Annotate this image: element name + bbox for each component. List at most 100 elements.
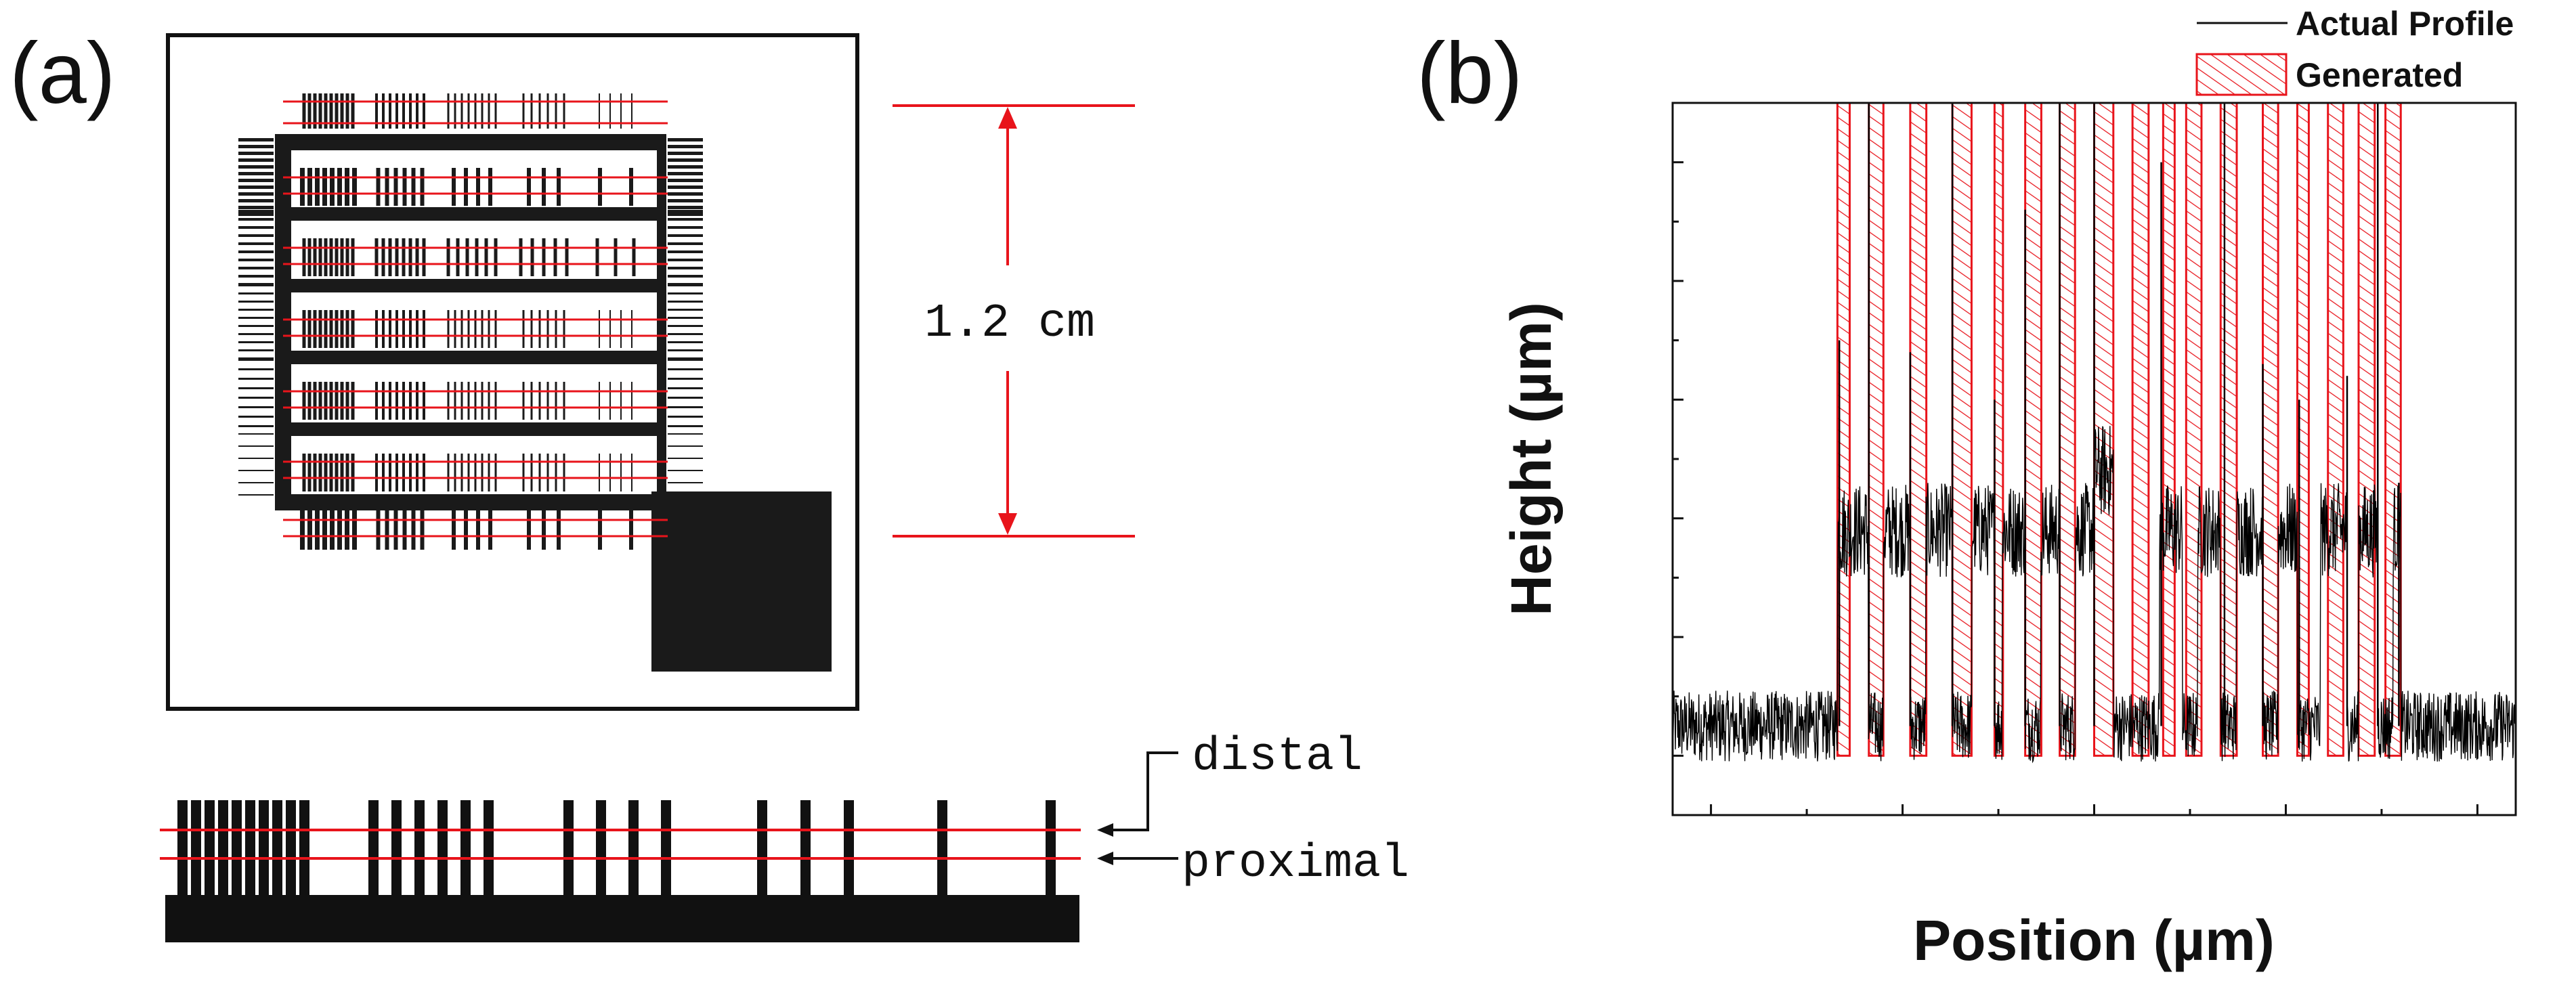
top-pattern-finger	[538, 93, 541, 129]
side-comb-finger-right	[668, 357, 703, 359]
top-pattern-finger	[382, 93, 385, 129]
bottom-comb-finger	[337, 510, 342, 550]
row-pattern-finger	[423, 454, 425, 491]
row-pattern-finger	[315, 168, 320, 206]
generated-bar	[1909, 103, 1928, 757]
row-pattern-finger	[467, 454, 470, 491]
row-pattern-finger	[324, 310, 328, 348]
generated-bar	[2219, 103, 2238, 757]
row-pattern-finger	[393, 168, 398, 206]
detail-finger	[460, 800, 471, 896]
bottom-comb-finger	[464, 510, 468, 550]
row-pattern-finger	[494, 238, 498, 276]
detail-finger	[259, 800, 269, 896]
side-comb-finger-left	[238, 458, 274, 459]
side-comb-finger-left	[238, 378, 274, 380]
top-pattern-finger	[555, 93, 557, 129]
row-pattern-finger	[352, 168, 357, 206]
bottom-comb-finger	[300, 510, 305, 550]
row-pattern-finger	[488, 382, 490, 420]
detail-finger	[661, 800, 671, 896]
row-pattern-finger	[329, 382, 333, 420]
row-pattern-finger	[631, 310, 632, 348]
detail-finger	[218, 800, 228, 896]
side-comb-finger-right	[668, 416, 703, 418]
row-pattern-finger	[335, 310, 339, 348]
side-comb-finger-left	[238, 234, 274, 237]
row-pattern-finger	[307, 382, 312, 420]
row-pattern-finger	[557, 168, 561, 206]
row-pattern-finger	[300, 168, 305, 206]
bottom-comb-finger	[542, 510, 546, 550]
row-pattern-finger	[609, 454, 611, 491]
row-pattern-finger	[318, 238, 322, 276]
row-pattern-finger	[481, 454, 484, 491]
top-pattern-finger	[447, 93, 450, 129]
row-pattern-finger	[530, 454, 533, 491]
top-pattern-finger	[620, 93, 622, 129]
row-pattern-finger	[335, 238, 339, 276]
top-pattern-finger	[467, 93, 470, 129]
side-comb-finger-left	[238, 368, 274, 370]
side-combs	[238, 138, 703, 496]
top-pattern-finger	[609, 93, 611, 129]
distal-callout: distal	[1097, 730, 1362, 837]
bottom-comb-finger	[385, 510, 389, 550]
detail-base	[165, 895, 1079, 942]
top-pattern-finger	[454, 93, 456, 129]
row-pattern-finger	[474, 382, 477, 420]
row-pattern-finger	[389, 454, 391, 491]
side-comb-finger-right	[668, 368, 703, 370]
row-pattern-finger	[402, 382, 405, 420]
side-comb-finger-right	[668, 259, 703, 261]
row-pattern-finger	[337, 168, 342, 206]
row-pattern-finger	[538, 454, 541, 491]
row-pattern-finger	[351, 382, 355, 420]
side-comb-finger-left	[238, 406, 274, 408]
side-comb-finger-right	[668, 325, 703, 327]
top-pattern-finger	[307, 93, 312, 129]
row-pattern-finger	[402, 310, 405, 348]
side-comb-finger-right	[668, 226, 703, 229]
row-pattern-finger	[307, 168, 312, 206]
row-pattern-finger	[382, 310, 385, 348]
contact-pad	[651, 491, 832, 672]
side-comb-finger-left	[238, 218, 274, 221]
height-profile-chart: Position (µm) Height (µm)	[1499, 102, 2517, 972]
top-patterns	[302, 93, 632, 129]
side-comb-finger-right	[668, 433, 703, 435]
generated-bar	[2357, 103, 2376, 757]
row-pattern-finger	[422, 238, 426, 276]
side-comb-finger-right	[668, 341, 703, 343]
top-pattern-finger	[546, 93, 549, 129]
top-pattern-finger	[329, 93, 333, 129]
row-pattern-finger	[530, 310, 533, 348]
row-pattern-finger	[375, 454, 378, 491]
row-pattern-finger	[409, 454, 412, 491]
row-pattern-finger	[375, 310, 378, 348]
row-pattern-finger	[330, 168, 335, 206]
row-pattern-finger	[335, 382, 339, 420]
side-comb-finger-left	[238, 445, 274, 447]
actual-profile-trace	[1673, 103, 2516, 764]
top-pattern-finger	[481, 93, 484, 129]
side-comb-finger-right	[668, 210, 703, 213]
side-comb-finger-right	[668, 349, 703, 351]
row-pattern-finger	[376, 168, 381, 206]
row-pattern-finger	[563, 382, 565, 420]
legend-swatch-generated	[2195, 53, 2288, 96]
row-pattern-finger	[340, 454, 344, 491]
row-pattern-finger	[467, 382, 470, 420]
side-comb-finger-left	[238, 317, 274, 319]
row-pattern-finger	[335, 454, 339, 491]
row-pattern-finger	[494, 382, 497, 420]
row-pattern-finger	[488, 168, 492, 206]
bottom-comb-finger	[330, 510, 335, 550]
detail-finger	[596, 800, 606, 896]
side-comb-finger-right	[668, 359, 703, 361]
row-pattern-finger	[302, 382, 306, 420]
side-comb-finger-right	[668, 425, 703, 427]
detail-finger	[232, 800, 242, 896]
side-comb-finger-right	[668, 158, 703, 162]
